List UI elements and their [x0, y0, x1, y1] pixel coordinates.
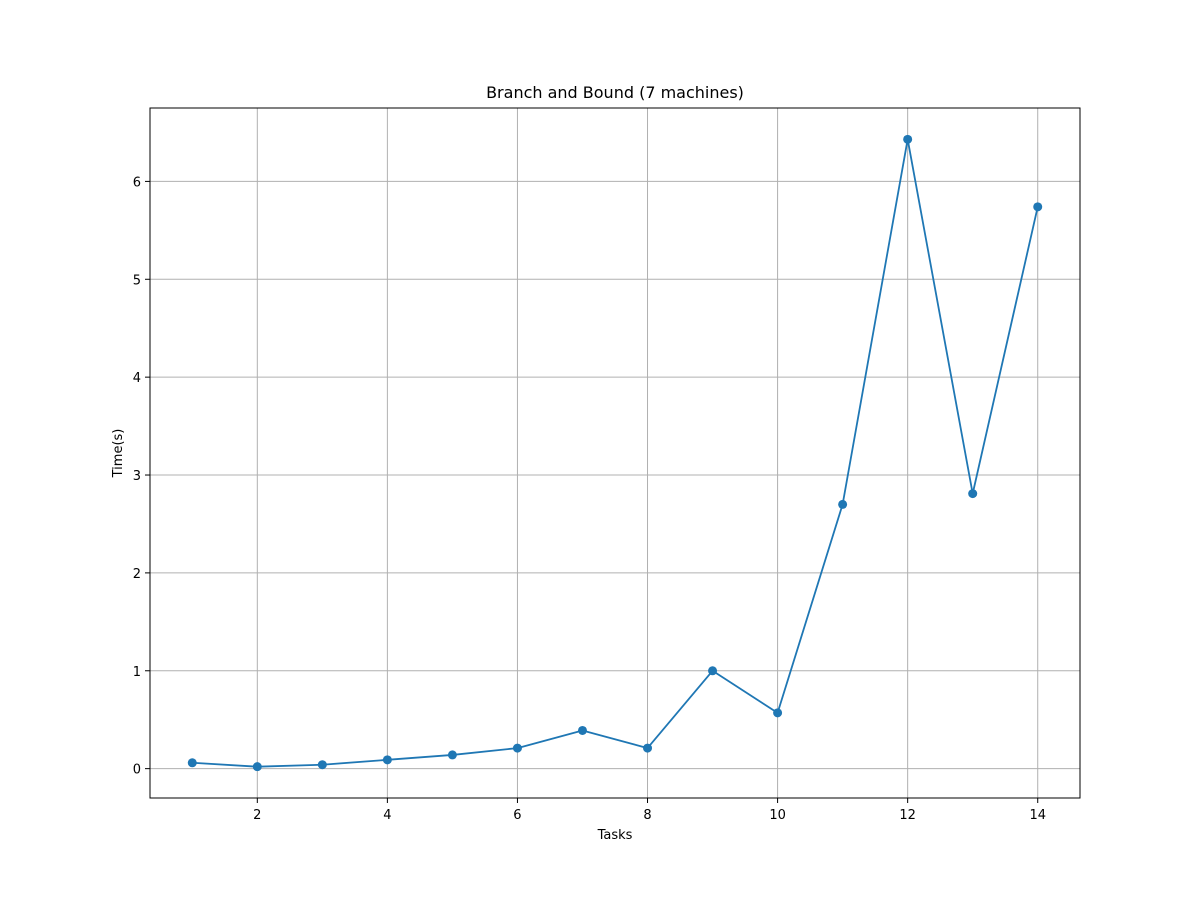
- plot-frame: [149, 107, 1081, 799]
- x-tick-label: 14: [1029, 808, 1046, 823]
- y-tick-label: 1: [133, 665, 141, 680]
- data-point: [903, 134, 913, 144]
- data-point: [187, 758, 197, 768]
- y-tick-label: 4: [133, 371, 141, 386]
- y-tick-label: 0: [133, 763, 141, 778]
- x-tick-label: 8: [643, 808, 651, 823]
- axes-frame: [149, 107, 1081, 799]
- data-point: [968, 489, 978, 499]
- data-point: [708, 666, 718, 676]
- data-point: [838, 499, 848, 509]
- data-point: [577, 725, 587, 735]
- x-tick-label: 12: [899, 808, 916, 823]
- x-tick-label: 10: [769, 808, 786, 823]
- data-point: [252, 762, 262, 772]
- data-point: [317, 760, 327, 770]
- data-point: [512, 743, 522, 753]
- y-tick-label: 3: [133, 469, 141, 484]
- data-point: [1033, 202, 1043, 212]
- chart-title: Branch and Bound (7 machines): [486, 83, 744, 102]
- tick-marks: [145, 180, 1039, 803]
- data-point: [382, 755, 392, 765]
- data-point: [447, 750, 457, 760]
- x-tick-label: 4: [383, 808, 391, 823]
- x-axis-label: Tasks: [597, 828, 633, 843]
- grid-lines: [150, 108, 1080, 798]
- y-axis-label: Time(s): [111, 429, 126, 479]
- series-line: [192, 138, 1039, 768]
- y-tick-label: 6: [133, 175, 141, 190]
- y-tick-label: 2: [133, 567, 141, 582]
- data-point: [773, 708, 783, 718]
- x-tick-label: 6: [513, 808, 521, 823]
- data-point: [643, 743, 653, 753]
- x-tick-label: 2: [253, 808, 261, 823]
- series-layer: [187, 134, 1043, 772]
- y-tick-label: 5: [133, 273, 141, 288]
